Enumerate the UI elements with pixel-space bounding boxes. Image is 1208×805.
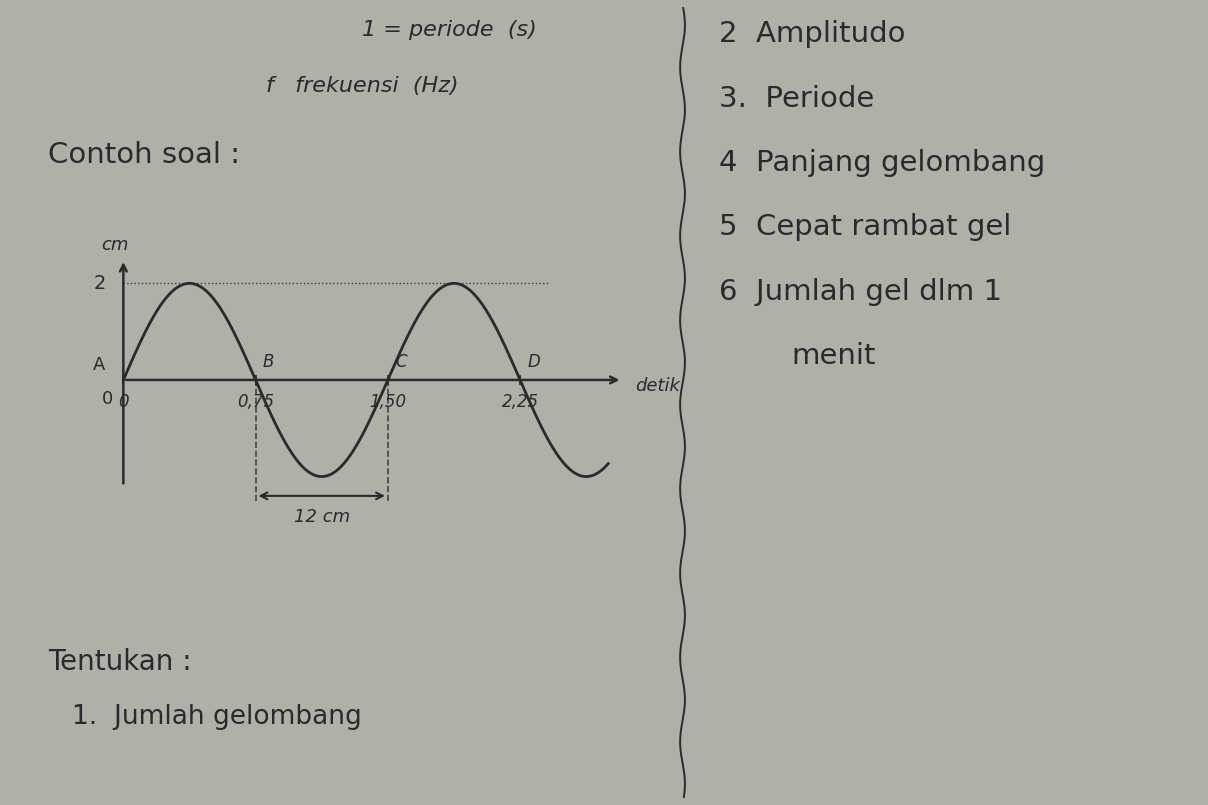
Text: Contoh soal :: Contoh soal : bbox=[48, 141, 240, 169]
Text: 1 = periode  (s): 1 = periode (s) bbox=[362, 20, 538, 40]
Text: 1,50: 1,50 bbox=[370, 394, 406, 411]
Text: detik: detik bbox=[634, 377, 680, 394]
Text: 4  Panjang gelombang: 4 Panjang gelombang bbox=[719, 149, 1045, 177]
Text: C: C bbox=[395, 353, 407, 371]
Text: Tentukan :: Tentukan : bbox=[48, 648, 192, 676]
Text: 6  Jumlah gel dlm 1: 6 Jumlah gel dlm 1 bbox=[719, 278, 1001, 306]
Text: 0: 0 bbox=[118, 394, 129, 411]
Text: cm: cm bbox=[100, 237, 128, 254]
Text: A: A bbox=[93, 356, 106, 374]
Text: 0: 0 bbox=[101, 390, 112, 407]
Text: D: D bbox=[527, 353, 540, 371]
Text: 3.  Periode: 3. Periode bbox=[719, 85, 875, 113]
Text: f   frekuensi  (Hz): f frekuensi (Hz) bbox=[266, 76, 458, 97]
Text: menit: menit bbox=[791, 342, 876, 370]
Text: 2  Amplitudo: 2 Amplitudo bbox=[719, 20, 905, 48]
Text: B: B bbox=[262, 353, 274, 371]
Text: 12 cm: 12 cm bbox=[294, 508, 350, 526]
Text: 5  Cepat rambat gel: 5 Cepat rambat gel bbox=[719, 213, 1011, 242]
Text: 0,75: 0,75 bbox=[237, 394, 274, 411]
Text: 1.  Jumlah gelombang: 1. Jumlah gelombang bbox=[72, 704, 362, 730]
Text: 2: 2 bbox=[93, 274, 106, 293]
Text: 2,25: 2,25 bbox=[501, 394, 539, 411]
